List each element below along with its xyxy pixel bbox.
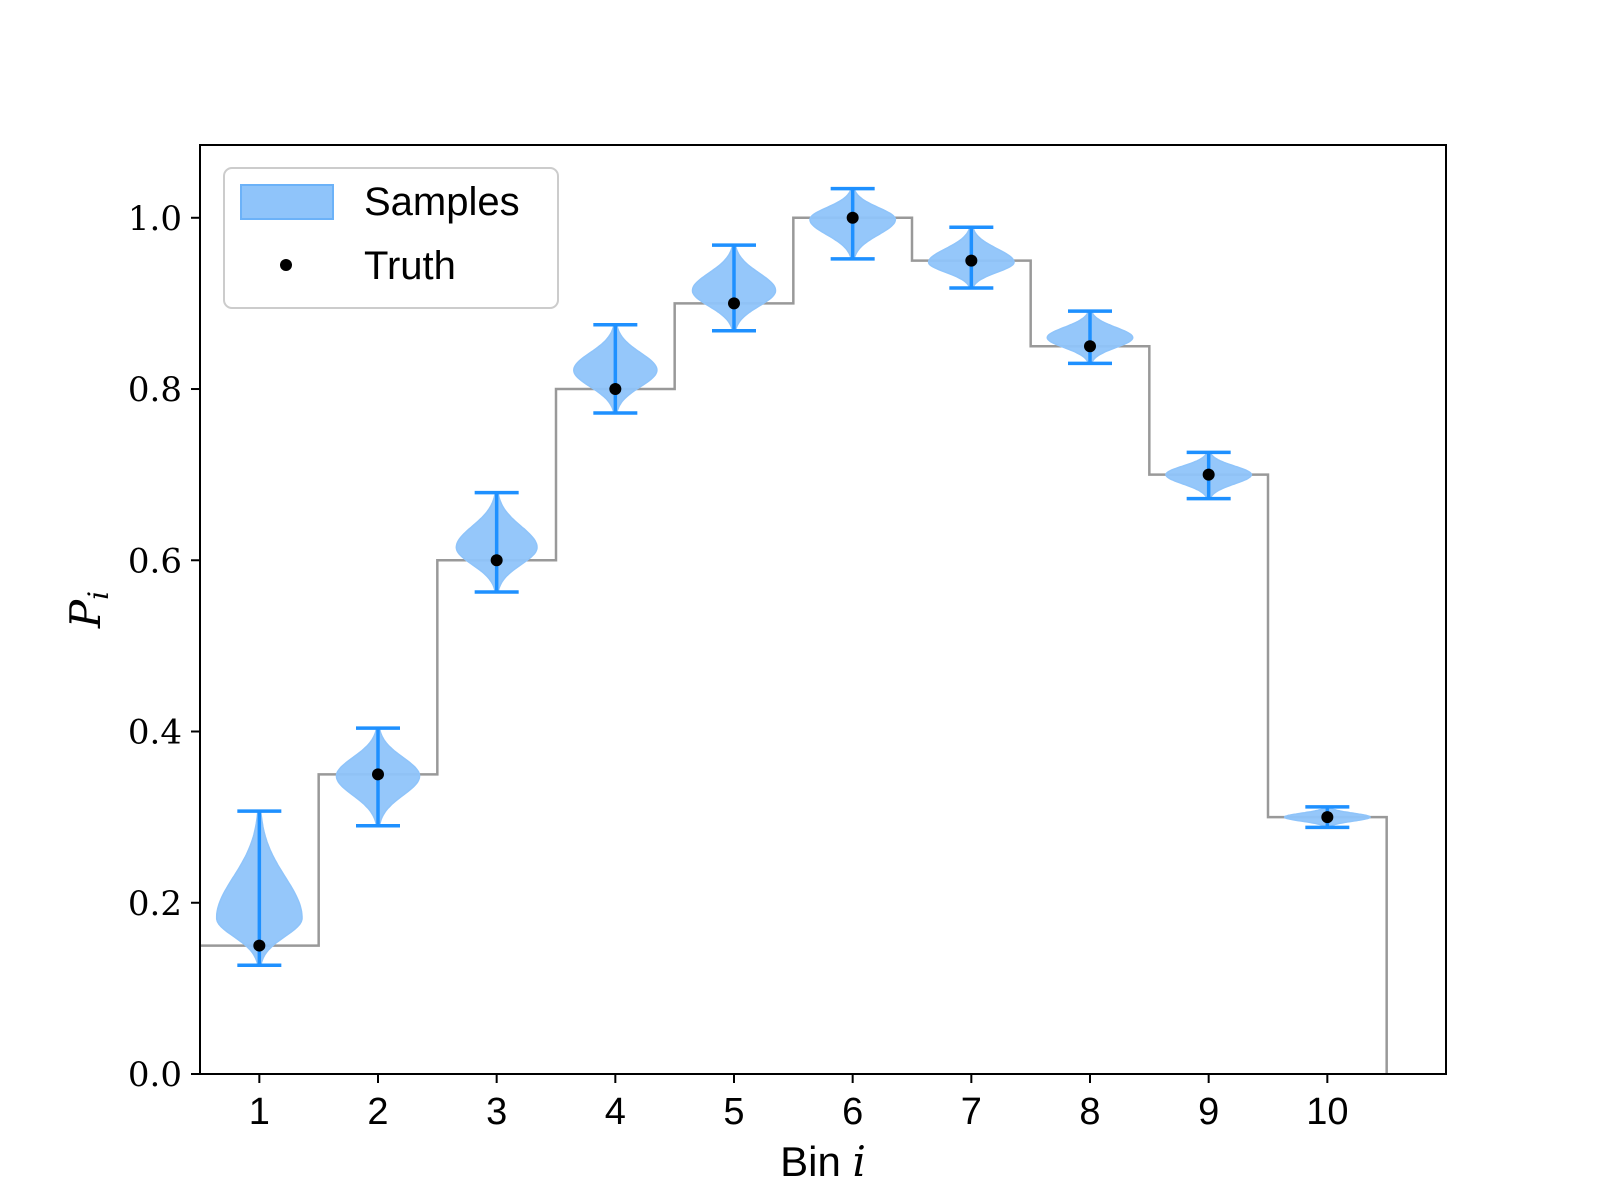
x-axis-label-var: i: [852, 1137, 865, 1186]
truth-point: [1084, 340, 1096, 353]
x-tick-label: 7: [961, 1091, 982, 1133]
truth-point: [965, 254, 978, 267]
truth-point: [490, 554, 503, 567]
y-tick-label: 0.4: [128, 713, 182, 753]
truth-point: [1321, 811, 1334, 824]
truth-point: [609, 383, 622, 396]
y-tick-label: 0.2: [128, 884, 182, 924]
truth-point: [728, 297, 740, 310]
y-tick-label: 0.8: [128, 370, 182, 410]
truth-point: [846, 211, 859, 224]
x-axis-label: Bin i: [780, 1137, 866, 1186]
x-tick-label: 1: [249, 1091, 270, 1133]
plot-layer: [200, 186, 1388, 1074]
legend-label-samples: Samples: [364, 180, 520, 224]
y-axis-label-sub: i: [82, 591, 115, 600]
truth-point: [1202, 468, 1215, 481]
legend-marker-truth: [280, 259, 292, 271]
y-axis-label-var: P: [61, 599, 110, 629]
plot-frame: [199, 144, 1447, 1075]
truth-step-line: [200, 216, 1388, 1074]
x-tick-label: 8: [1079, 1091, 1100, 1133]
legend-label-truth: Truth: [364, 244, 456, 288]
x-tick-label: 6: [842, 1091, 863, 1133]
y-tick-label: 0.6: [128, 541, 182, 581]
y-tick-label: 1.0: [128, 199, 182, 239]
x-axis-label-text: Bin: [780, 1138, 852, 1185]
x-tick-label: 2: [367, 1091, 388, 1133]
x-tick-label: 9: [1198, 1091, 1219, 1133]
y-tick-label: 0.0: [128, 1055, 182, 1095]
legend-swatch-samples: [240, 184, 334, 220]
truth-point: [372, 768, 384, 781]
legend: Samples Truth: [223, 167, 559, 309]
x-tick-label: 5: [723, 1091, 744, 1133]
x-tick-label: 3: [486, 1091, 507, 1133]
x-tick-label: 10: [1306, 1091, 1348, 1133]
x-tick-label: 4: [605, 1091, 626, 1133]
truth-point: [253, 939, 266, 952]
y-axis-label: Pi: [61, 591, 115, 629]
